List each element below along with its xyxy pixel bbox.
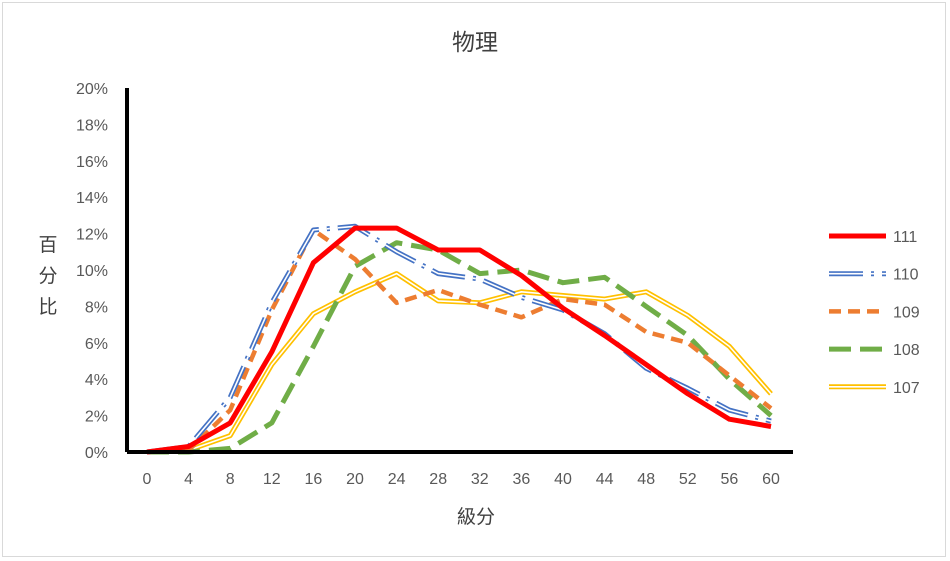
y-tick-label: 6%: [85, 336, 108, 353]
chart-title: 物理: [452, 30, 498, 56]
y-tick-label: 16%: [76, 154, 108, 171]
legend-item-110: 110: [829, 267, 919, 284]
y-tick-label: 12%: [76, 227, 108, 244]
legend-item-111: 111: [829, 229, 917, 246]
y-axis-label-char: 百: [38, 234, 57, 256]
series-lines: [146, 223, 773, 455]
series-110: [146, 223, 772, 455]
x-axis-ticks: 0 4 8 12 16 20 24 28 32 36 40 44 48 52 56 60: [143, 471, 780, 488]
series-line-110-inner: [146, 225, 772, 453]
x-tick-label: 36: [513, 471, 531, 488]
x-tick-label: 8: [226, 471, 235, 488]
x-tick-label: 44: [596, 471, 614, 488]
legend-item-107: 107: [829, 380, 920, 397]
legend-label: 108: [893, 342, 920, 359]
legend-label: 109: [893, 304, 920, 321]
x-tick-label: 12: [263, 471, 281, 488]
x-tick-label: 20: [346, 471, 364, 488]
legend-label: 107: [893, 380, 920, 397]
series-111: [146, 225, 772, 455]
y-tick-label: 0%: [85, 445, 108, 462]
x-tick-label: 24: [388, 471, 406, 488]
x-tick-label: 4: [184, 471, 193, 488]
axes: [125, 88, 793, 454]
y-tick-label: 18%: [76, 117, 108, 134]
x-tick-label: 52: [679, 471, 697, 488]
legend-item-108: 108: [829, 342, 920, 359]
y-tick-label: 2%: [85, 409, 108, 426]
x-axis-label: 級分: [457, 506, 495, 528]
legend-label: 111: [893, 229, 917, 246]
y-tick-label: 10%: [76, 263, 108, 280]
y-tick-label: 14%: [76, 190, 108, 207]
series-line-111: [146, 225, 772, 455]
legend-label: 110: [893, 267, 919, 284]
y-axis-label: 百分比: [38, 234, 57, 318]
y-axis-label-char: 分: [38, 265, 57, 287]
x-tick-label: 40: [554, 471, 572, 488]
x-tick-label: 28: [429, 471, 447, 488]
x-tick-label: 56: [721, 471, 739, 488]
y-axis-label-char: 比: [38, 296, 57, 318]
legend-item-109: 109: [829, 304, 920, 321]
x-tick-label: 60: [762, 471, 780, 488]
x-tick-label: 16: [305, 471, 323, 488]
y-tick-label: 20%: [76, 81, 108, 98]
series-line-109: [146, 227, 773, 455]
legend: 111 110 109 108 107: [829, 229, 920, 397]
series-line-108: [147, 240, 773, 455]
series-109: [146, 227, 773, 455]
series-108: [147, 240, 773, 455]
y-tick-label: 4%: [85, 372, 108, 389]
y-axis-ticks: 0% 2% 4% 6% 8% 10% 12% 14% 16% 18% 20%: [76, 81, 108, 462]
x-tick-label: 48: [637, 471, 655, 488]
series-line-107: [146, 271, 773, 455]
series-107: [146, 271, 773, 455]
series-line-107-inner: [146, 272, 772, 453]
x-tick-label: 0: [143, 471, 152, 488]
y-tick-label: 8%: [85, 299, 108, 316]
x-tick-label: 32: [471, 471, 489, 488]
